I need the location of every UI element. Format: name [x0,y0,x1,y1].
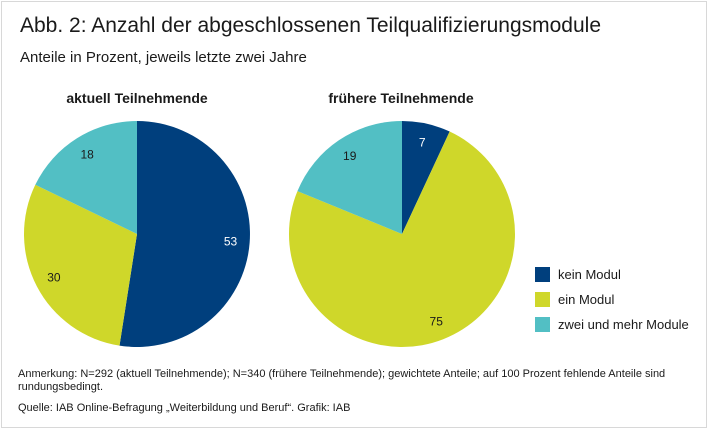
legend-swatch-zwei-module [535,316,550,332]
legend-item-kein-modul: kein Modul [535,266,689,282]
pie-current: 53 30 18 [24,121,250,347]
legend-label: kein Modul [558,266,621,282]
pie-value-label-zwei-und-mehr-module: 18 [81,148,95,162]
pie-title-current: aktuell Teilnehmende [66,90,208,106]
pie-former: 7 75 19 [288,120,515,348]
legend: kein Modul ein Modul zwei und mehr Modul… [535,266,689,341]
pie-value-label-ein-modul: 30 [47,270,61,284]
legend-label: ein Modul [558,291,615,307]
pie-slice-zwei-und-mehr-module [35,121,137,234]
legend-item-ein-modul: ein Modul [535,291,689,307]
pie-value-label-kein-modul: 53 [224,234,238,248]
pie-value-label-kein-modul: 7 [419,135,426,149]
pie-slice-ein-modul [24,184,137,346]
legend-swatch-kein-modul [535,266,550,282]
pie-slice-ein-modul [288,131,515,348]
pie-slice-kein-modul [402,121,450,234]
chart-title: Abb. 2: Anzahl der abgeschlossenen Teilq… [20,14,601,37]
pie-title-former: frühere Teilnehmende [328,90,474,106]
pie-value-label-zwei-und-mehr-module: 19 [343,149,357,163]
legend-swatch-ein-modul [535,291,550,307]
source-note: Quelle: IAB Online-Befragung „Weiterbild… [18,402,351,414]
pie-value-label-ein-modul: 75 [430,314,444,328]
legend-label: zwei und mehr Module [558,316,689,332]
legend-item-zwei-module: zwei und mehr Module [535,316,689,332]
pie-slice-kein-modul [119,121,250,347]
pie-slice-zwei-und-mehr-module [297,120,402,234]
footnote: Anmerkung: N=292 (aktuell Teilnehmende);… [18,368,666,393]
chart-subtitle: Anteile in Prozent, jeweils letzte zwei … [20,49,307,66]
